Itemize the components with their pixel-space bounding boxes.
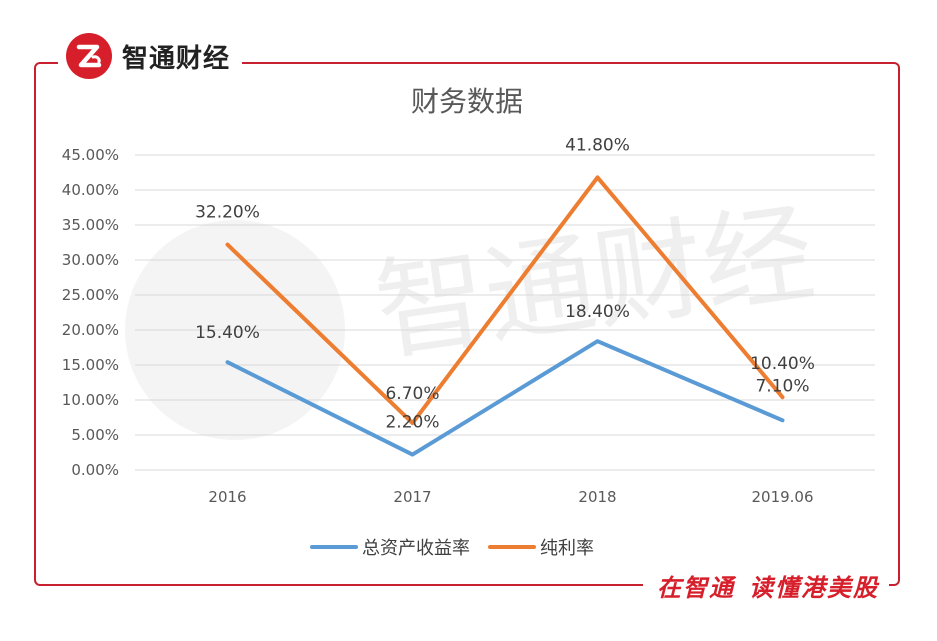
x-tick-label: 2016 <box>208 488 246 506</box>
y-tick-label: 5.00% <box>71 426 119 444</box>
series-line-2 <box>225 175 785 426</box>
data-label: 2.20% <box>385 413 439 433</box>
x-tick-label: 2018 <box>578 488 616 506</box>
y-tick-label: 10.00% <box>62 391 119 409</box>
data-label: 41.80% <box>565 135 630 155</box>
chart-frame <box>34 62 900 586</box>
brand-logo-icon <box>66 33 112 79</box>
brand-logo: 智通财经 <box>58 30 243 82</box>
x-tick-label: 2017 <box>393 488 431 506</box>
series-line-1 <box>225 339 785 457</box>
y-tick-label: 40.00% <box>62 181 119 199</box>
data-label: 18.40% <box>565 302 630 322</box>
y-tick-label: 25.00% <box>62 286 119 304</box>
y-tick-label: 45.00% <box>62 146 119 164</box>
y-tick-label: 20.00% <box>62 321 119 339</box>
y-tick-label: 15.00% <box>62 356 119 374</box>
legend-label: 总资产收益率 <box>362 538 470 559</box>
slogan-part-2: 读懂港美股 <box>749 574 879 602</box>
watermark-text: 智通财经 <box>368 188 822 376</box>
y-axis-ticks: 0.00% 5.00% 10.00% 15.00% 20.00% 25.00% 30.00%… <box>62 146 119 479</box>
data-label: 6.70% <box>385 384 439 404</box>
watermark: 智通财经 <box>125 188 821 440</box>
slogan-part-1: 在智通 <box>657 574 735 602</box>
legend-label: 纯利率 <box>540 538 594 559</box>
series-lines <box>225 175 785 457</box>
brand-name: 智通财经 <box>122 43 231 74</box>
x-tick-label: 2019.06 <box>751 488 813 506</box>
data-label: 32.20% <box>195 203 260 223</box>
brand-slogan: 在智通 读懂港美股 <box>643 568 889 603</box>
data-label: 7.10% <box>755 376 809 396</box>
data-label: 15.40% <box>195 323 260 343</box>
y-tick-label: 35.00% <box>62 216 119 234</box>
chart-title: 财务数据 <box>411 85 523 118</box>
data-labels: 15.40% 2.20% 18.40% 7.10% 32.20% 6.70% 41.80% 1… <box>195 135 815 432</box>
legend: 总资产收益率 纯利率 <box>310 538 594 559</box>
data-label: 10.40% <box>750 354 815 374</box>
x-axis-ticks: 2016 2017 2018 2019.06 <box>208 488 813 506</box>
y-tick-label: 30.00% <box>62 251 119 269</box>
y-tick-label: 0.00% <box>71 461 119 479</box>
